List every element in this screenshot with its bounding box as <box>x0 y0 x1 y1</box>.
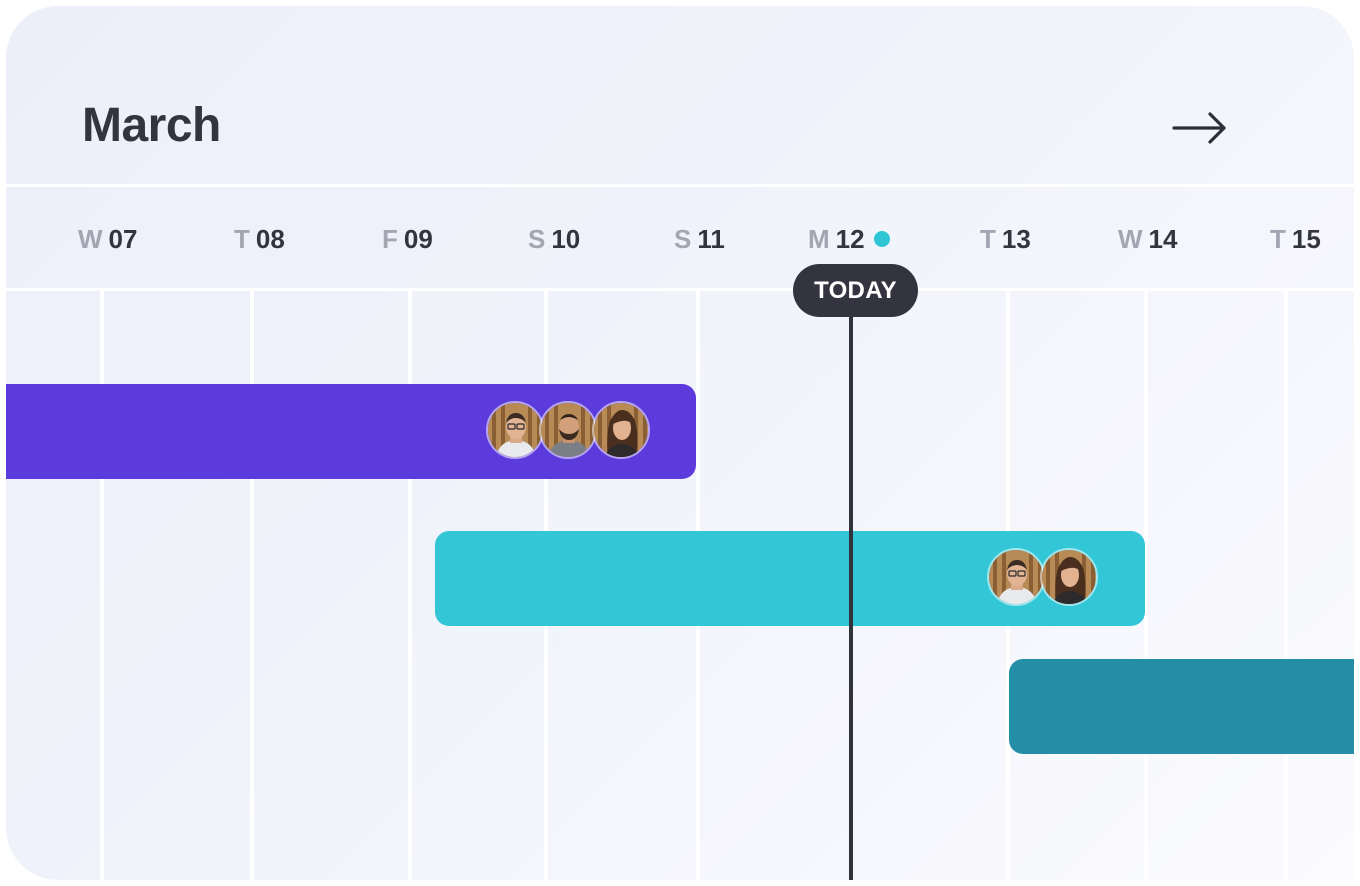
day-number: 09 <box>403 224 433 254</box>
avatar[interactable] <box>987 548 1045 606</box>
grid-column-line <box>100 290 104 880</box>
day-weekday: T <box>234 224 250 254</box>
day-weekday: M <box>808 224 830 254</box>
day-number: 15 <box>1291 224 1321 254</box>
day-cell[interactable]: S 10 <box>528 224 580 258</box>
day-weekday: F <box>382 224 398 254</box>
day-cell[interactable]: S 11 <box>674 224 725 258</box>
month-title: March <box>82 99 221 152</box>
today-indicator-dot <box>874 231 890 247</box>
day-cell[interactable]: T 15 <box>1270 224 1321 258</box>
avatar[interactable] <box>539 401 597 459</box>
day-cell[interactable]: W 14 <box>1118 224 1177 258</box>
header-divider <box>6 184 1354 187</box>
day-number: 08 <box>255 224 285 254</box>
task-bar[interactable] <box>435 531 1145 626</box>
day-cell[interactable]: F 09 <box>382 224 433 258</box>
avatar[interactable] <box>486 401 544 459</box>
day-weekday: W <box>78 224 103 254</box>
day-row-divider <box>6 288 1354 291</box>
avatar[interactable] <box>592 401 650 459</box>
grid-column-line <box>250 290 254 880</box>
today-badge: TODAY <box>793 264 918 317</box>
day-cell[interactable]: W 07 <box>78 224 137 258</box>
day-weekday: T <box>1270 224 1286 254</box>
day-weekday: S <box>528 224 546 254</box>
day-cell[interactable]: T 13 <box>980 224 1031 258</box>
day-weekday: S <box>674 224 692 254</box>
task-bar[interactable] <box>6 384 696 479</box>
grid-column-line <box>1284 290 1288 880</box>
day-weekday: W <box>1118 224 1143 254</box>
today-line <box>849 306 853 880</box>
day-cell[interactable]: T 08 <box>234 224 285 258</box>
day-number: 12 <box>835 224 865 254</box>
day-weekday: T <box>980 224 996 254</box>
day-number: 11 <box>697 224 725 254</box>
arrow-right-icon <box>1172 112 1226 144</box>
day-number: 14 <box>1148 224 1178 254</box>
day-cell-today[interactable]: M 12 <box>808 224 865 258</box>
day-number: 13 <box>1001 224 1031 254</box>
grid-column-line <box>408 290 412 880</box>
grid-column-line <box>1144 290 1148 880</box>
task-bar[interactable] <box>1009 659 1354 754</box>
day-number: 10 <box>551 224 581 254</box>
next-month-button[interactable] <box>1166 102 1230 154</box>
avatar[interactable] <box>1040 548 1098 606</box>
day-number: 07 <box>108 224 138 254</box>
